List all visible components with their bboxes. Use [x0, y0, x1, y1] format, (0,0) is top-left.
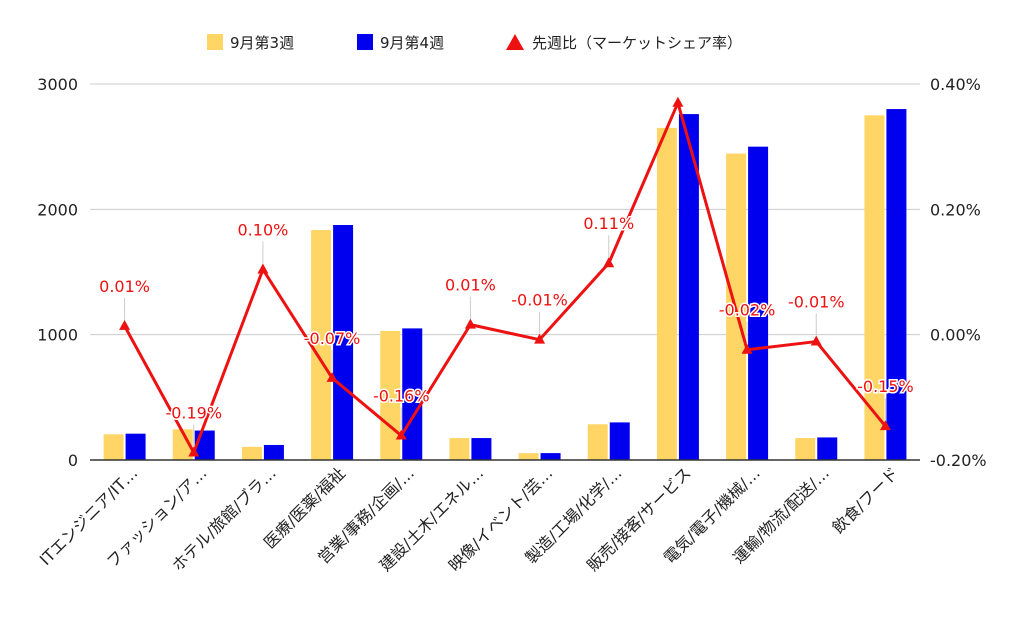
legend-swatch-week3	[207, 34, 223, 50]
line-marker	[464, 318, 476, 329]
legend-swatch-ratio	[506, 34, 524, 50]
bar-week4	[678, 114, 699, 460]
bar-week4	[609, 422, 630, 460]
line-marker	[188, 446, 200, 457]
bar-week4	[817, 437, 838, 460]
y2-tick-label: 0.00%	[930, 326, 981, 345]
line-marker	[326, 371, 338, 382]
line-marker	[395, 429, 407, 440]
y2-tick-label: 0.20%	[930, 200, 981, 219]
bar-week3	[172, 429, 193, 460]
line-marker	[119, 319, 131, 330]
y-tick-label: 3000	[37, 75, 78, 94]
line-marker	[672, 96, 684, 107]
data-label: -0.01%	[788, 293, 845, 312]
category-label: 飲食/フード	[828, 463, 902, 537]
bar-week3	[864, 115, 885, 460]
y2-tick-label: 0.40%	[930, 75, 981, 94]
data-label: -0.15%	[857, 377, 914, 396]
y-tick-label: 2000	[37, 200, 78, 219]
data-label: -0.07%	[304, 329, 361, 348]
bar-week4	[748, 146, 769, 460]
data-label: -0.19%	[165, 403, 222, 422]
bar-week3	[311, 230, 332, 460]
bar-week3	[449, 438, 470, 460]
y-tick-label: 0	[68, 451, 78, 470]
data-label: -0.01%	[511, 291, 568, 310]
bar-week3	[380, 330, 401, 460]
bar-week3	[795, 438, 816, 460]
bar-week4	[263, 444, 284, 460]
data-label: -0.02%	[719, 301, 776, 320]
legend-label-week3: 9月第3週	[230, 34, 294, 52]
line-marker	[879, 420, 891, 431]
bar-week3	[656, 127, 677, 460]
bar-week3	[241, 446, 262, 460]
data-label: 0.01%	[445, 276, 496, 295]
bar-week3	[518, 453, 539, 460]
line-marker	[741, 343, 753, 354]
data-label: -0.16%	[373, 387, 430, 406]
bar-week4	[886, 109, 907, 461]
bar-week4	[333, 225, 354, 460]
line-marker	[534, 333, 546, 344]
data-label: 0.11%	[583, 214, 634, 233]
line-marker	[810, 335, 822, 346]
y-tick-label: 1000	[37, 326, 78, 345]
data-label: 0.01%	[99, 277, 150, 296]
bar-week4	[125, 433, 146, 460]
legend-label-week4: 9月第4週	[380, 34, 444, 52]
bar-week3	[103, 434, 124, 460]
line-marker	[257, 263, 269, 274]
y2-tick-label: -0.20%	[930, 451, 987, 470]
legend-label-ratio: 先週比（マーケットシェア率）	[532, 34, 742, 52]
line-series	[123, 101, 887, 454]
bar-week4	[471, 438, 492, 460]
legend-swatch-week4	[357, 34, 373, 50]
data-label: 0.10%	[238, 220, 289, 239]
bar-week4	[540, 453, 561, 460]
line-marker	[603, 257, 615, 268]
bar-week3	[587, 424, 608, 460]
